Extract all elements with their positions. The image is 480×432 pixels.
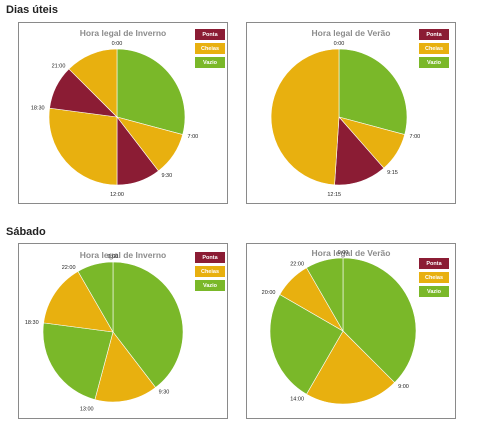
chart-panel-weekdays-winter: Hora legal de Inverno 0:00 7:00 9:30 12:00 1… [18, 22, 228, 204]
pie-slice-cheias [68, 48, 118, 118]
time-tick-label: 12:00 [110, 192, 124, 198]
legend-cheias: Cheias [419, 272, 449, 283]
pie-slice-cheias [94, 331, 157, 403]
legend: Ponta Cheias Vazio [195, 29, 225, 68]
pie-chart: 0:00 9:00 14:00 20:00 22:00 [262, 250, 417, 405]
legend-cheias: Cheias [195, 43, 225, 54]
legend: Ponta Cheias Vazio [419, 258, 449, 297]
time-tick-label: 12:15 [327, 192, 341, 198]
pie-slice-vazio [116, 48, 186, 135]
legend-ponta: Ponta [195, 252, 225, 263]
chart-panel-saturday-summer: Hora legal de Verão 0:00 9:00 14:00 20:00 22… [246, 243, 456, 419]
legend-ponta: Ponta [419, 258, 449, 269]
pie-slice-vazio [269, 294, 344, 395]
section-title-saturday: Sábado [6, 226, 46, 238]
time-tick-label: 9:30 [159, 390, 170, 396]
legend-vazio: Vazio [195, 280, 225, 291]
chart-title: Hora legal de Inverno [79, 250, 167, 260]
legend-vazio: Vazio [419, 57, 449, 68]
time-tick-label: 0:00 [338, 250, 349, 256]
time-tick-label: 9:00 [398, 384, 409, 390]
time-tick-label: 18:30 [31, 105, 45, 111]
time-tick-label: 7:00 [188, 134, 199, 140]
chart-panel-saturday-winter: Hora legal de Inverno 0:00 9:30 13:00 18:30… [18, 243, 228, 419]
time-tick-label: 0:00 [112, 41, 123, 47]
chart-panel-weekdays-summer: Hora legal de Verão 0:00 7:00 9:15 12:15 Po… [246, 22, 456, 204]
time-tick-label: 7:00 [410, 134, 421, 140]
chart-title: Hora legal de Verão [311, 28, 391, 38]
time-tick-label: 22:00 [290, 261, 304, 267]
pie-slice-cheias [270, 48, 340, 186]
time-tick-label: 13:00 [80, 406, 94, 412]
pie-slice-vazio [306, 257, 344, 333]
pie-slice-vazio [42, 322, 114, 400]
legend-cheias: Cheias [419, 43, 449, 54]
legend-cheias: Cheias [195, 266, 225, 277]
legend: Ponta Cheias Vazio [195, 252, 225, 291]
section-title-weekdays: Dias úteis [6, 4, 58, 16]
time-tick-label: 21:00 [52, 63, 66, 69]
pie-slice-cheias [306, 330, 396, 405]
time-tick-label: 9:30 [161, 173, 172, 179]
pie-slice-vazio [77, 261, 114, 334]
pie-slice-vazio [338, 48, 408, 135]
pie-slice-cheias [43, 270, 114, 333]
time-tick-label: 0:00 [334, 41, 345, 47]
pie-slice-cheias [48, 107, 118, 186]
pie-chart: 0:00 9:30 13:00 18:30 22:00 [25, 254, 184, 412]
time-tick-label: 9:15 [387, 170, 398, 176]
time-tick-label: 22:00 [62, 265, 76, 271]
time-tick-label: 0:00 [108, 254, 119, 260]
pie-chart: 0:00 7:00 9:30 12:00 18:30 21:00 [31, 41, 199, 198]
legend: Ponta Cheias Vazio [419, 29, 449, 68]
chart-title: Hora legal de Inverno [79, 28, 167, 38]
legend-ponta: Ponta [419, 29, 449, 40]
time-tick-label: 18:30 [25, 320, 39, 326]
pie-slice-vazio [112, 261, 184, 388]
time-tick-label: 20:00 [262, 290, 276, 296]
legend-vazio: Vazio [195, 57, 225, 68]
chart-title: Hora legal de Verão [311, 248, 391, 258]
legend-vazio: Vazio [419, 286, 449, 297]
pie-chart: 0:00 7:00 9:15 12:15 [270, 41, 421, 198]
legend-ponta: Ponta [195, 29, 225, 40]
pie-slice-vazio [342, 257, 417, 384]
time-tick-label: 14:00 [290, 397, 304, 403]
